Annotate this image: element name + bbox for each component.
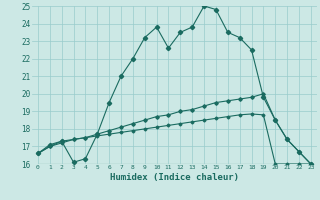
X-axis label: Humidex (Indice chaleur): Humidex (Indice chaleur)	[110, 173, 239, 182]
